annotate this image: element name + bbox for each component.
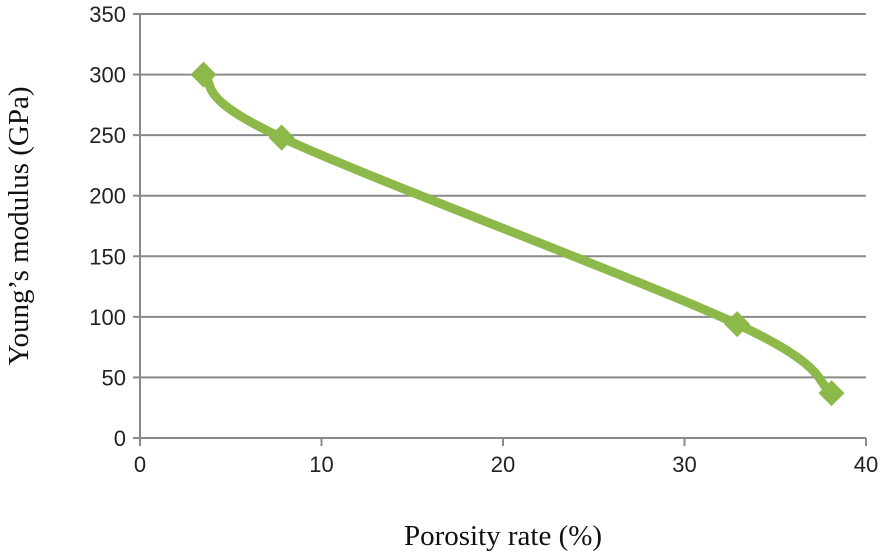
x-tick-label: 0 bbox=[134, 452, 146, 477]
y-tick-label: 50 bbox=[102, 365, 126, 390]
series bbox=[190, 61, 845, 407]
x-tick-label: 10 bbox=[309, 452, 333, 477]
data-point-marker bbox=[268, 124, 295, 151]
y-tick-label: 150 bbox=[89, 244, 126, 269]
y-tick-label: 200 bbox=[89, 184, 126, 209]
y-tick-label: 0 bbox=[114, 426, 126, 451]
data-point-marker bbox=[190, 61, 217, 88]
data-point-marker bbox=[818, 380, 845, 407]
x-tick-labels: 0 10 20 30 40 bbox=[134, 452, 878, 477]
x-tick-label: 20 bbox=[491, 452, 515, 477]
x-tick-label: 40 bbox=[854, 452, 878, 477]
y-axis-label: Young’s modulus (GPa) bbox=[3, 86, 35, 365]
y-tick-label: 250 bbox=[89, 123, 126, 148]
axes bbox=[133, 13, 867, 446]
y-tick-label: 300 bbox=[89, 63, 126, 88]
data-point-marker bbox=[724, 311, 751, 338]
y-tick-label: 350 bbox=[89, 2, 126, 27]
y-tick-labels: 0 50 100 150 200 250 300 350 bbox=[89, 2, 126, 451]
gridlines bbox=[140, 13, 866, 379]
x-tick-label: 30 bbox=[672, 452, 696, 477]
y-tick-label: 100 bbox=[89, 305, 126, 330]
x-axis-label: Porosity rate (%) bbox=[404, 520, 602, 552]
series-line bbox=[199, 70, 837, 398]
